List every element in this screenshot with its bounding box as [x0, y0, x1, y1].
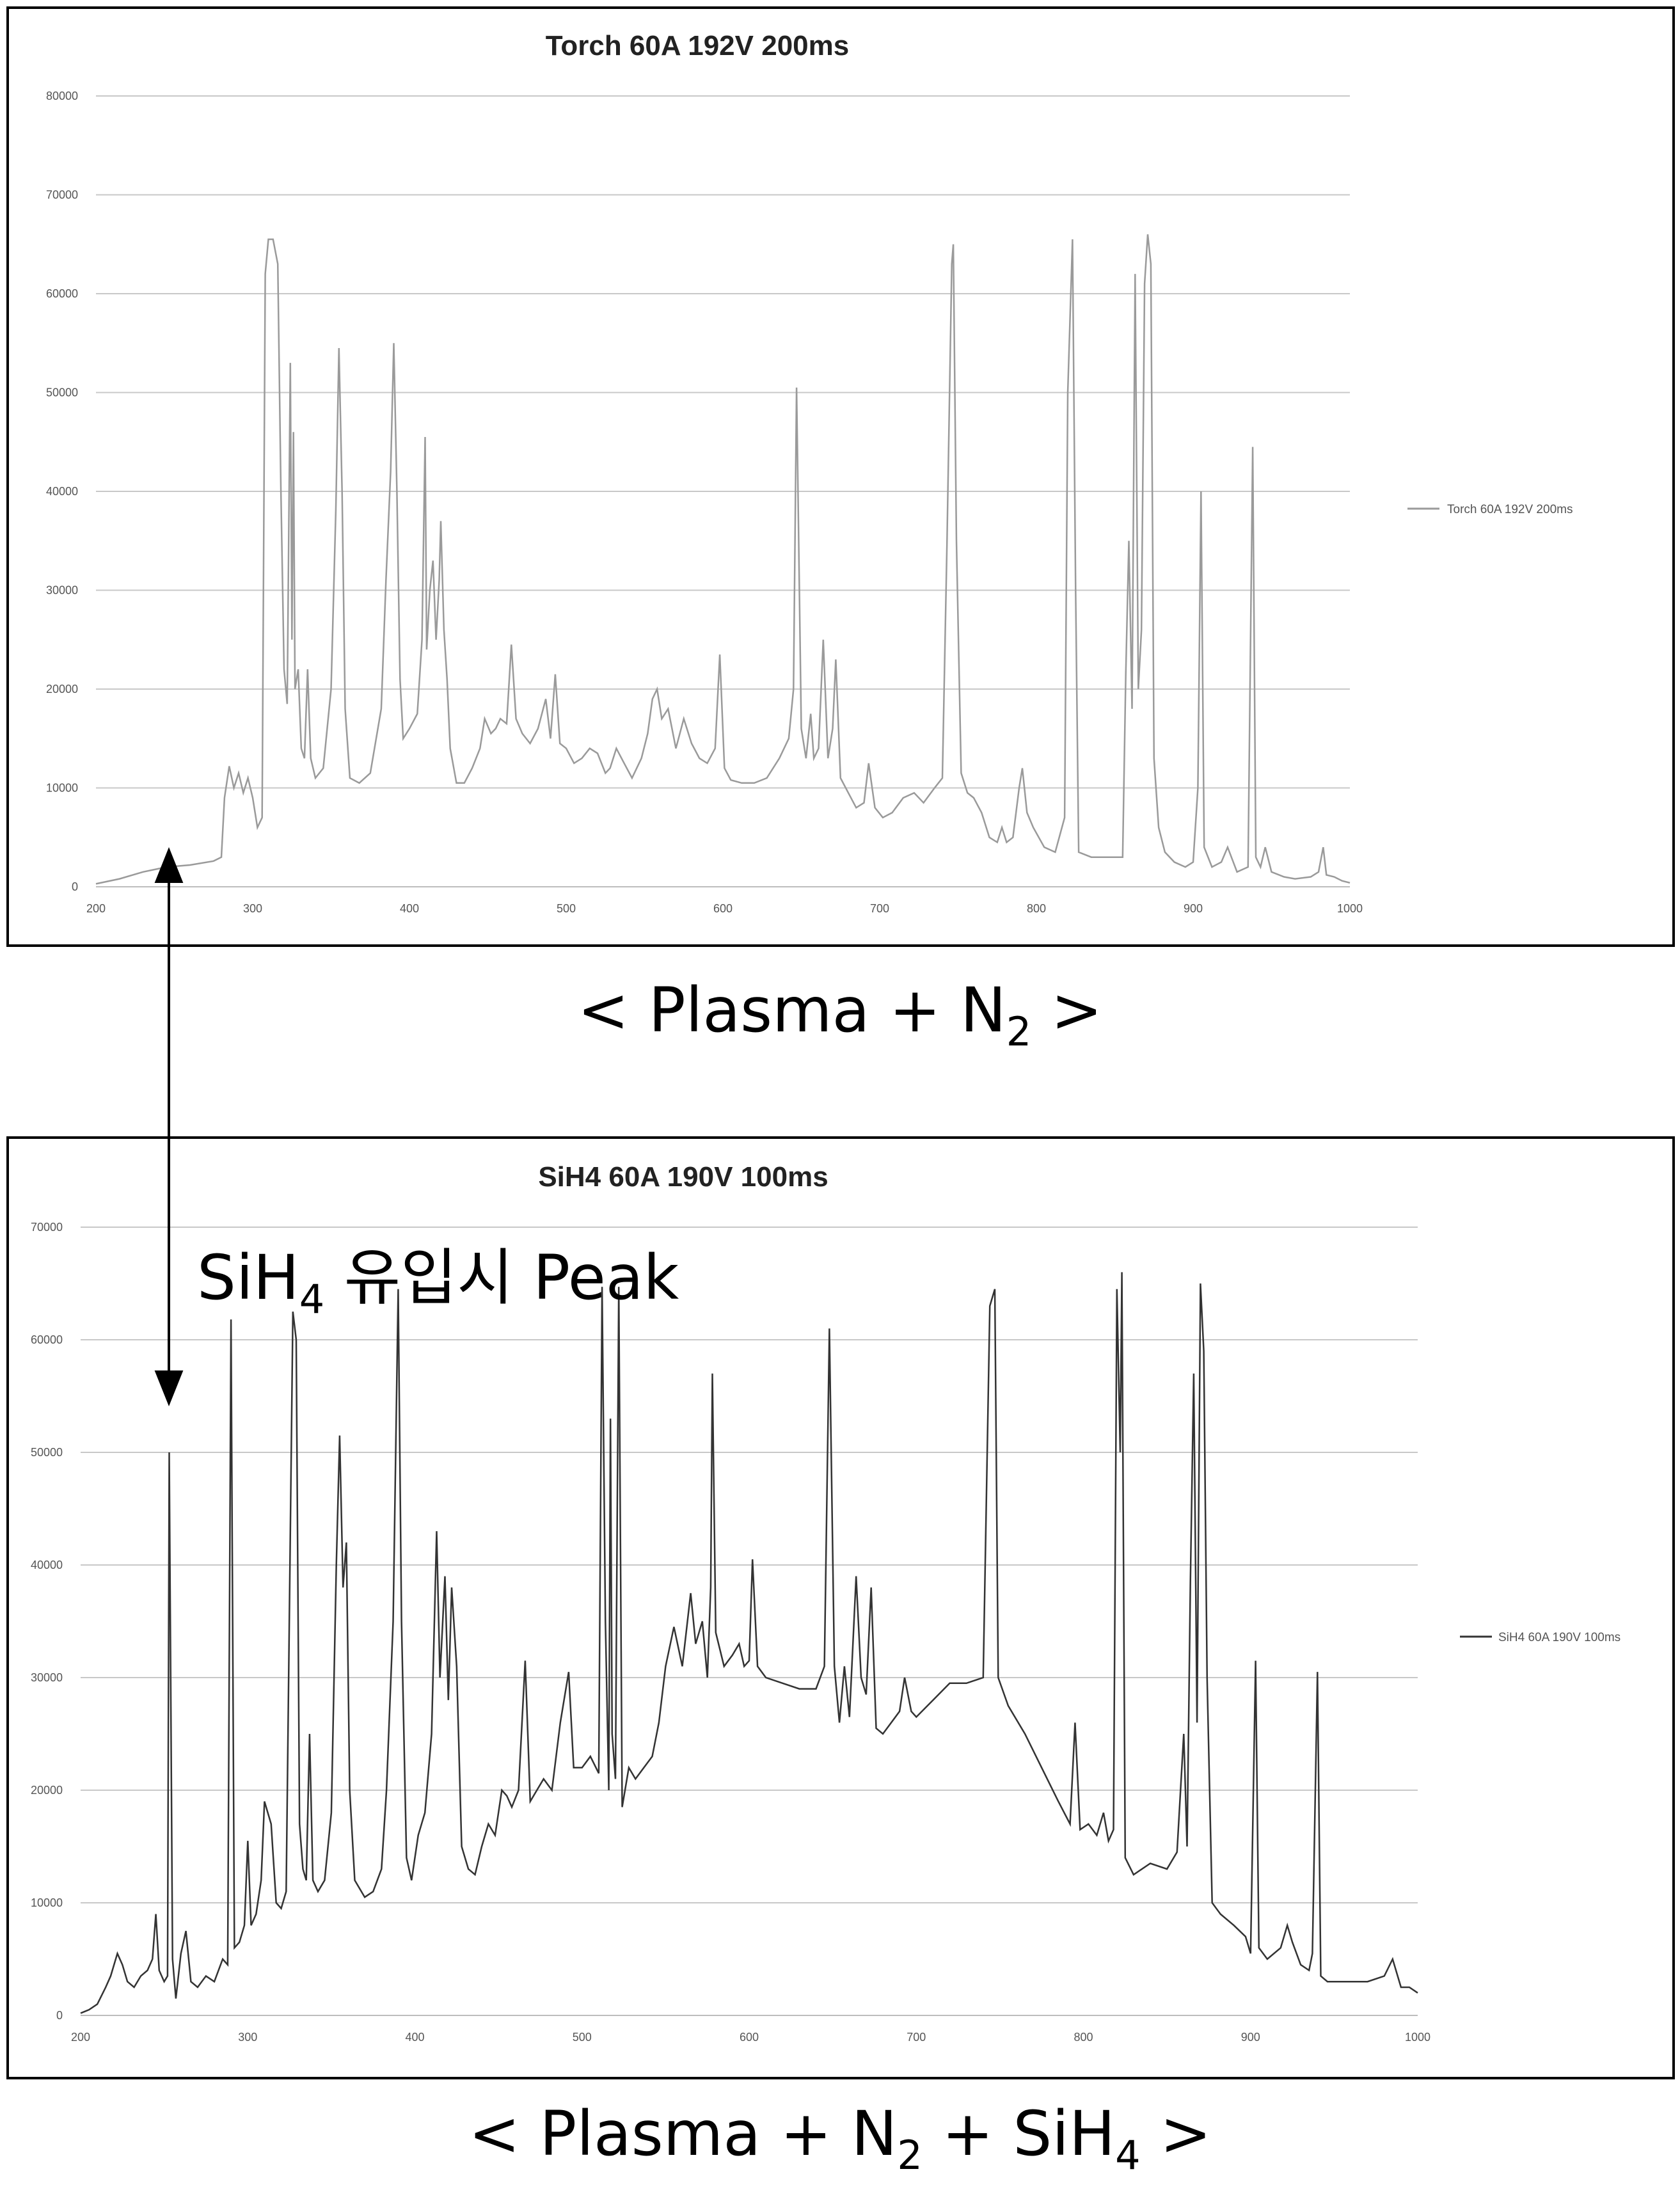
x-tick-label: 1000 [1337, 902, 1363, 915]
x-tick-label: 400 [400, 902, 419, 915]
x-tick-label: 600 [713, 902, 733, 915]
chart-panel-plasma-n2: Torch 60A 192V 200ms 0 10000 20000 30000 400… [8, 8, 1674, 946]
x-tick-label: 800 [1027, 902, 1046, 915]
legend-label: Torch 60A 192V 200ms [1447, 503, 1573, 516]
x-tick-label: 900 [1241, 2031, 1260, 2044]
x-tick-label: 200 [71, 2031, 90, 2044]
caption-text: < Plasma + N [578, 974, 1006, 1046]
caption-plasma-n2: < Plasma + N2 > [578, 974, 1102, 1055]
chart-frame [8, 8, 1674, 946]
caption-subscript: 4 [1115, 2132, 1140, 2179]
y-tick-label: 40000 [46, 485, 78, 498]
annotation-subscript: 4 [299, 1276, 324, 1322]
y-tick-label: 70000 [46, 189, 78, 202]
y-tick-label: 60000 [31, 1333, 63, 1346]
y-tick-label: 0 [56, 2009, 63, 2022]
y-tick-label: 70000 [31, 1221, 63, 1234]
x-tick-label: 800 [1074, 2031, 1093, 2044]
x-tick-label: 300 [238, 2031, 257, 2044]
x-tick-label: 200 [86, 902, 106, 915]
annotation-sih4-peak: SiH4 유입시 Peak [197, 1242, 679, 1322]
chart-title: SiH4 60A 190V 100ms [538, 1161, 828, 1193]
x-tick-label: 500 [573, 2031, 592, 2044]
caption-text: > [1141, 2098, 1212, 2170]
annotation-text: SiH [197, 1242, 299, 1314]
x-tick-label: 900 [1184, 902, 1203, 915]
y-tick-label: 60000 [46, 287, 78, 300]
x-tick-label: 1000 [1405, 2031, 1430, 2044]
y-tick-label: 50000 [31, 1446, 63, 1459]
chart-title: Torch 60A 192V 200ms [546, 30, 849, 61]
y-tick-label: 30000 [46, 584, 78, 597]
caption-subscript: 2 [897, 2132, 922, 2179]
legend-label: SiH4 60A 190V 100ms [1498, 1631, 1621, 1644]
caption-text: < Plasma + N [468, 2098, 897, 2170]
x-tick-label: 700 [907, 2031, 926, 2044]
caption-text: > [1031, 974, 1102, 1046]
y-tick-label: 20000 [46, 683, 78, 695]
y-tick-label: 50000 [46, 386, 78, 399]
y-tick-label: 10000 [31, 1896, 63, 1909]
caption-subscript: 2 [1006, 1008, 1031, 1055]
caption-text: + SiH [923, 2098, 1115, 2170]
x-tick-label: 600 [740, 2031, 759, 2044]
annotation-text: 유입시 Peak [324, 1242, 679, 1314]
x-tick-label: 700 [870, 902, 889, 915]
x-tick-label: 500 [557, 902, 576, 915]
x-tick-label: 400 [405, 2031, 424, 2044]
y-tick-label: 10000 [46, 782, 78, 795]
caption-plasma-n2-sih4: < Plasma + N2 + SiH4 > [468, 2098, 1211, 2179]
y-tick-label: 0 [72, 880, 78, 893]
y-tick-label: 40000 [31, 1559, 63, 1571]
y-tick-label: 20000 [31, 1784, 63, 1797]
x-tick-label: 300 [243, 902, 262, 915]
y-tick-label: 30000 [31, 1671, 63, 1684]
y-tick-label: 80000 [46, 90, 78, 102]
